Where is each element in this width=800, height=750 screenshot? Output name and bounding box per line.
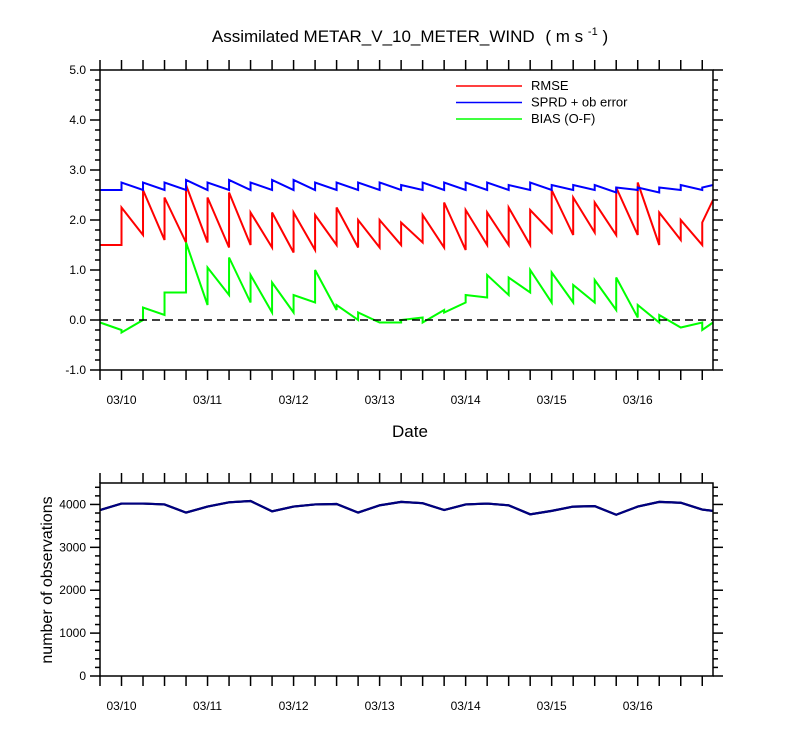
x-axis-title: Date — [392, 422, 428, 441]
x-tick-label: 03/10 — [106, 393, 136, 407]
chart-title-main: Assimilated METAR_V_10_METER_WIND — [212, 27, 535, 46]
bottom-chart: 03/10 03/11 03/12 03/13 03/14 03/15 03/16 0 1000… — [39, 473, 723, 713]
bottom-plot-series — [99, 499, 714, 516]
y-tick-label: 2.0 — [69, 213, 86, 227]
series-line-sprd-ob-error — [100, 178, 714, 194]
top-ticks: 03/10 03/11 03/12 03/13 03/14 03/15 03/16 -1.0 0… — [65, 60, 723, 407]
y-tick-label: 3000 — [59, 540, 86, 554]
legend-label: SPRD + ob error — [531, 95, 628, 110]
x-tick-label: 03/16 — [623, 393, 653, 407]
y-tick-label: 1000 — [59, 626, 86, 640]
top-chart: Assimilated METAR_V_10_METER_WIND ( m s … — [65, 20, 723, 441]
x-tick-label: 03/13 — [365, 699, 395, 713]
top-plot-series — [99, 178, 714, 335]
x-tick-label: 03/12 — [279, 699, 309, 713]
legend-label: RMSE — [531, 78, 569, 93]
bottom-plot-frame — [99, 482, 714, 677]
bottom-ticks: 03/10 03/11 03/12 03/13 03/14 03/15 03/16 0 1000… — [59, 473, 723, 713]
y-tick-label: 1.0 — [69, 263, 86, 277]
x-tick-label: 03/12 — [279, 393, 309, 407]
y-tick-label: 5.0 — [69, 63, 86, 77]
series-line-rmse — [100, 182, 714, 254]
chart-title: Assimilated METAR_V_10_METER_WIND ( m s … — [212, 20, 608, 46]
y-axis-title-bottom: number of observations — [39, 496, 56, 663]
x-tick-label: 03/13 — [365, 393, 395, 407]
y-tick-label: 4.0 — [69, 113, 86, 127]
series-line-bias-o-f — [99, 242, 714, 335]
y-tick-label: 4000 — [59, 497, 86, 511]
y-tick-label: -1.0 — [65, 363, 86, 377]
top-plot-frame — [99, 69, 714, 371]
y-tick-label: 3.0 — [69, 163, 86, 177]
x-tick-label: 03/10 — [106, 699, 136, 713]
y-tick-label: 0 — [79, 669, 86, 683]
x-tick-label: 03/11 — [193, 393, 222, 407]
x-tick-label: 03/14 — [451, 699, 481, 713]
y-tick-label: 0.0 — [69, 313, 86, 327]
y-tick-label: 2000 — [59, 583, 86, 597]
x-tick-label: 03/14 — [451, 393, 481, 407]
series-line-used — [99, 499, 714, 516]
legend-label: BIAS (O-F) — [531, 111, 595, 126]
x-tick-label: 03/11 — [193, 699, 222, 713]
x-tick-label: 03/15 — [537, 699, 567, 713]
chart-title-units: ( m s — [545, 27, 583, 46]
x-tick-label: 03/15 — [537, 393, 567, 407]
chart-title-units-close: ) — [602, 27, 608, 46]
x-tick-label: 03/16 — [623, 699, 653, 713]
chart-title-units-sup: -1 — [588, 26, 598, 38]
